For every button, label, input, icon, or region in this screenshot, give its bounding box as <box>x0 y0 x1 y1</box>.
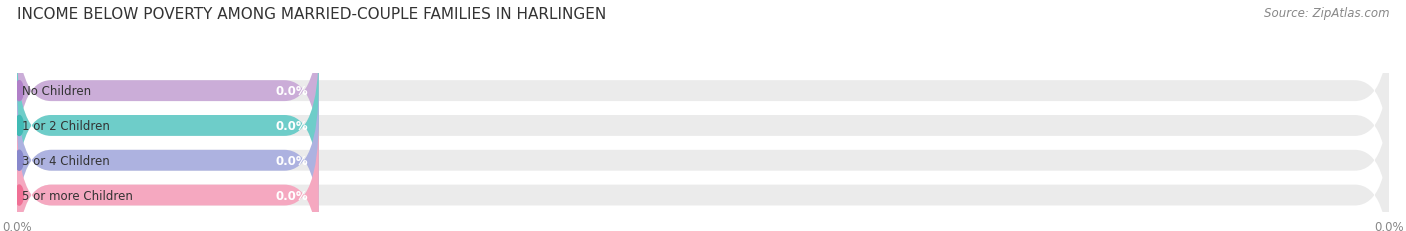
Text: 3 or 4 Children: 3 or 4 Children <box>22 154 110 167</box>
Text: 1 or 2 Children: 1 or 2 Children <box>22 119 110 132</box>
FancyBboxPatch shape <box>17 119 319 231</box>
Text: Source: ZipAtlas.com: Source: ZipAtlas.com <box>1264 7 1389 20</box>
Circle shape <box>15 185 22 205</box>
Text: 0.0%: 0.0% <box>276 85 308 98</box>
FancyBboxPatch shape <box>17 15 1389 167</box>
Circle shape <box>15 116 22 136</box>
FancyBboxPatch shape <box>17 119 1389 231</box>
FancyBboxPatch shape <box>17 15 319 167</box>
Text: 5 or more Children: 5 or more Children <box>22 189 134 202</box>
Text: INCOME BELOW POVERTY AMONG MARRIED-COUPLE FAMILIES IN HARLINGEN: INCOME BELOW POVERTY AMONG MARRIED-COUPL… <box>17 7 606 22</box>
Circle shape <box>15 151 22 170</box>
Text: 0.0%: 0.0% <box>276 154 308 167</box>
FancyBboxPatch shape <box>17 84 1389 231</box>
FancyBboxPatch shape <box>17 50 319 202</box>
FancyBboxPatch shape <box>17 50 1389 202</box>
FancyBboxPatch shape <box>17 84 319 231</box>
Text: 0.0%: 0.0% <box>276 189 308 202</box>
Circle shape <box>15 81 22 101</box>
Text: No Children: No Children <box>22 85 91 98</box>
Text: 0.0%: 0.0% <box>276 119 308 132</box>
